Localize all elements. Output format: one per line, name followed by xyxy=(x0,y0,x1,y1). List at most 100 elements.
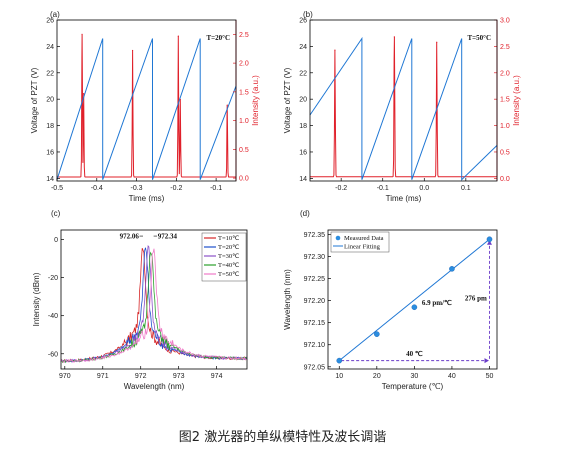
y-tick-label: 972.05 xyxy=(304,364,326,371)
y-tick-label: 20 xyxy=(299,97,307,104)
wavelength-span-label: 276 pm xyxy=(465,295,487,303)
panel-label: (a) xyxy=(50,10,60,19)
y2-tick-label: 1.5 xyxy=(239,89,249,96)
panel-a: -0.5 -0.4 -0.3 -0.2 -0.1 14 16 18 20 22 24 26 0.0 0.5… xyxy=(30,10,260,203)
peak-annotation-right: 972.34 xyxy=(158,233,178,241)
y-tick-label: 0 xyxy=(54,237,58,244)
plot-frame xyxy=(327,229,498,370)
y-tick-label: 972.15 xyxy=(304,320,326,327)
x-tick-label: -0.2 xyxy=(335,185,347,192)
x-tick-label: 973 xyxy=(173,373,185,380)
legend-label: T=10℃ xyxy=(218,235,240,242)
intensity-peak xyxy=(436,41,438,43)
y-tick-label: 972.30 xyxy=(304,254,326,261)
x-axis-label: Time (ms) xyxy=(386,194,422,203)
y-tick-label: 972.20 xyxy=(304,298,326,305)
y-tick-label: 24 xyxy=(299,44,307,51)
y2-tick-label: 2.5 xyxy=(500,44,510,51)
y2-tick-label: 0.0 xyxy=(500,176,510,183)
y2-axis-label: Intensity (a.u.) xyxy=(512,75,521,126)
temperature-span-label: 40 ℃ xyxy=(406,350,423,358)
x-axis-label: Temperature (℃) xyxy=(382,382,444,391)
legend-label: T=20℃ xyxy=(218,244,240,251)
y2-tick-label: 2.5 xyxy=(239,32,249,39)
y2-tick-label: 1.0 xyxy=(500,123,510,130)
panel-c: 970 971 972 973 974 0 -20 -40 -60 Wavelength (nm)… xyxy=(32,209,248,391)
arrow-head xyxy=(484,358,489,364)
y-tick-label: -40 xyxy=(48,313,58,320)
legend-box xyxy=(330,231,390,253)
x-tick-label: 50 xyxy=(486,373,494,380)
x-tick-label: 0.1 xyxy=(461,185,471,192)
legend-label: Measured Data xyxy=(344,235,384,242)
panel-label: (d) xyxy=(300,209,310,218)
legend-box xyxy=(201,232,247,282)
y-tick-label: 972.25 xyxy=(304,276,326,283)
x-tick-label: 0.0 xyxy=(419,185,429,192)
legend-label: T=30℃ xyxy=(218,253,240,260)
legend-label: T=50℃ xyxy=(218,271,240,278)
intensity-peak xyxy=(177,35,179,37)
x-axis-label: Wavelength (nm) xyxy=(124,382,185,391)
intensity-peak xyxy=(131,49,134,52)
y2-tick-label: 1.0 xyxy=(239,118,249,125)
y2-axis-label: Intensity (a.u.) xyxy=(251,75,260,126)
pzt-series xyxy=(56,38,237,180)
x-tick-label: 972 xyxy=(135,373,147,380)
spectrum-T=50℃ xyxy=(60,248,248,363)
temperature-annotation: T=20°C xyxy=(206,34,230,42)
y2-tick-label: 0.5 xyxy=(239,147,249,154)
x-tick-label: 10 xyxy=(335,373,343,380)
peak-annotation-left: 972.06 xyxy=(120,233,140,241)
y-tick-label: 22 xyxy=(299,70,307,77)
panel-d: 10 20 30 40 50 972.05 972.10 972.15 972.20 972.25… xyxy=(283,209,493,391)
y-tick-label: 16 xyxy=(46,149,54,156)
y-tick-label: -20 xyxy=(48,275,58,282)
arrow-head xyxy=(486,240,492,245)
y2-tick-label: 0.5 xyxy=(500,149,510,156)
y2-tick-label: 1.5 xyxy=(500,97,510,104)
data-point xyxy=(374,331,380,337)
plot-frame xyxy=(309,19,498,182)
y-tick-label: 20 xyxy=(46,97,54,104)
panel-b: -0.2 -0.1 0.0 0.1 14 16 18 20 22 24 26 0.0 0.5 1.0 1.5… xyxy=(283,10,521,203)
intensity-series xyxy=(57,34,236,178)
intensity-series xyxy=(310,36,497,178)
x-tick-label: 974 xyxy=(211,373,223,380)
x-tick-label: 30 xyxy=(410,373,418,380)
y-tick-label: 16 xyxy=(299,149,307,156)
y-tick-label: 972.35 xyxy=(304,232,326,239)
legend-label: Linear Fitting xyxy=(344,244,381,251)
y-tick-label: 18 xyxy=(299,123,307,130)
x-tick-label: 20 xyxy=(373,373,381,380)
y-tick-label: 14 xyxy=(299,176,307,183)
data-point xyxy=(486,236,493,243)
plot-frame xyxy=(56,19,237,182)
plot-frame xyxy=(60,229,248,370)
fit-line xyxy=(338,238,490,362)
intensity-peak xyxy=(393,36,395,38)
figure: -0.5 -0.4 -0.3 -0.2 -0.1 14 16 18 20 22 24 26 0.0 0.5… xyxy=(30,10,521,391)
intensity-peak xyxy=(226,104,228,106)
slope-annotation: 6.9 pm/℃ xyxy=(422,299,452,307)
y-axis-label: Voltage of PZT (V) xyxy=(283,67,292,133)
legend-marker xyxy=(335,235,341,241)
y-axis-label: Wavelength (nm) xyxy=(283,269,292,330)
y-tick-label: 972.10 xyxy=(304,342,326,349)
y-tick-label: 22 xyxy=(46,70,54,77)
y-tick-label: 18 xyxy=(46,123,54,130)
x-tick-label: -0.5 xyxy=(51,185,63,192)
y2-tick-label: 2.0 xyxy=(500,70,510,77)
x-tick-label: 40 xyxy=(448,373,456,380)
x-tick-label: -0.3 xyxy=(131,185,143,192)
intensity-peak xyxy=(334,49,336,51)
temperature-annotation: T=50°C xyxy=(467,34,491,42)
pzt-series xyxy=(309,36,498,181)
x-tick-label: -0.2 xyxy=(170,185,182,192)
data-point xyxy=(449,266,455,272)
intensity-peak xyxy=(81,33,83,35)
panel-label: (c) xyxy=(51,209,61,218)
y-tick-label: -60 xyxy=(48,351,58,358)
y-tick-label: 24 xyxy=(46,44,54,51)
data-point xyxy=(336,357,343,364)
